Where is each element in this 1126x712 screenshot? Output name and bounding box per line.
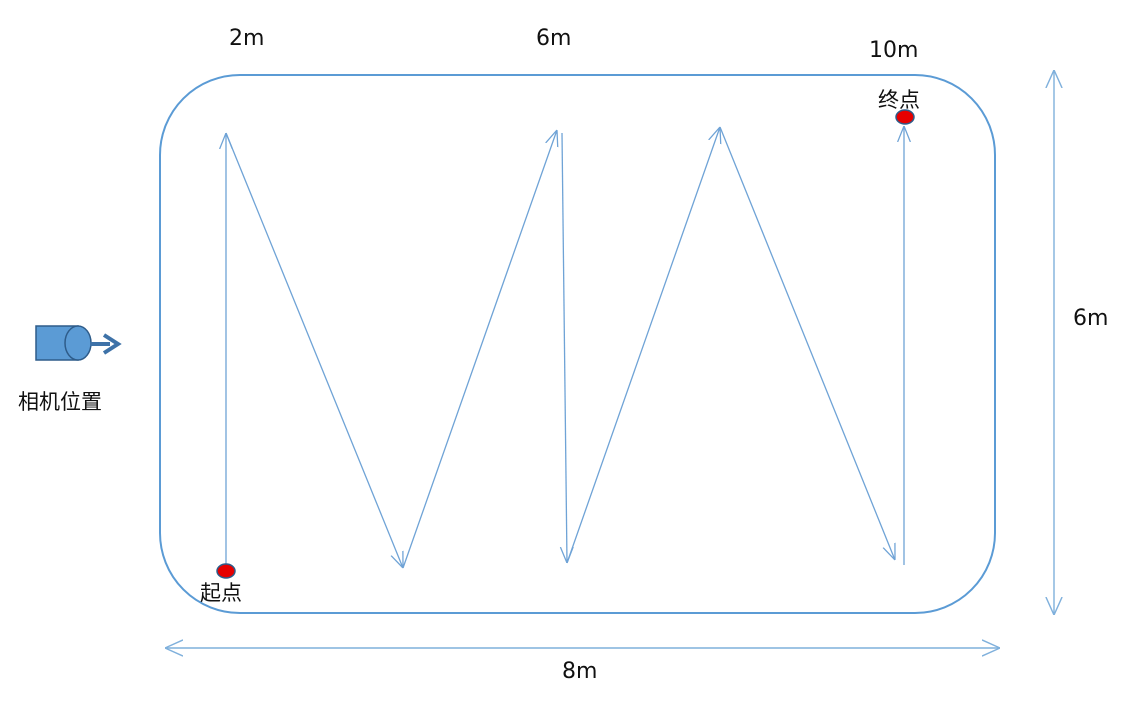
camera-icon: [35, 325, 122, 361]
path-segment-2: [225, 132, 403, 568]
field-boundary: [159, 74, 996, 614]
path-segment-4: [562, 132, 567, 563]
path-segment-3: [402, 130, 557, 569]
end-point-marker: [895, 109, 915, 125]
start-point-label: 起点: [200, 581, 242, 605]
path-segment-5: [566, 127, 720, 564]
end-point-label: 终点: [878, 88, 920, 112]
label-10m: 10m: [869, 38, 919, 63]
start-point-marker: [216, 563, 236, 579]
label-width-8m: 8m: [562, 659, 598, 684]
movement-path: [226, 126, 904, 570]
path-segment-6: [719, 126, 895, 560]
camera-position-label: 相机位置: [18, 390, 102, 414]
label-6m-top: 6m: [536, 26, 572, 51]
label-2m: 2m: [229, 26, 265, 51]
label-height-6m: 6m: [1073, 306, 1109, 331]
